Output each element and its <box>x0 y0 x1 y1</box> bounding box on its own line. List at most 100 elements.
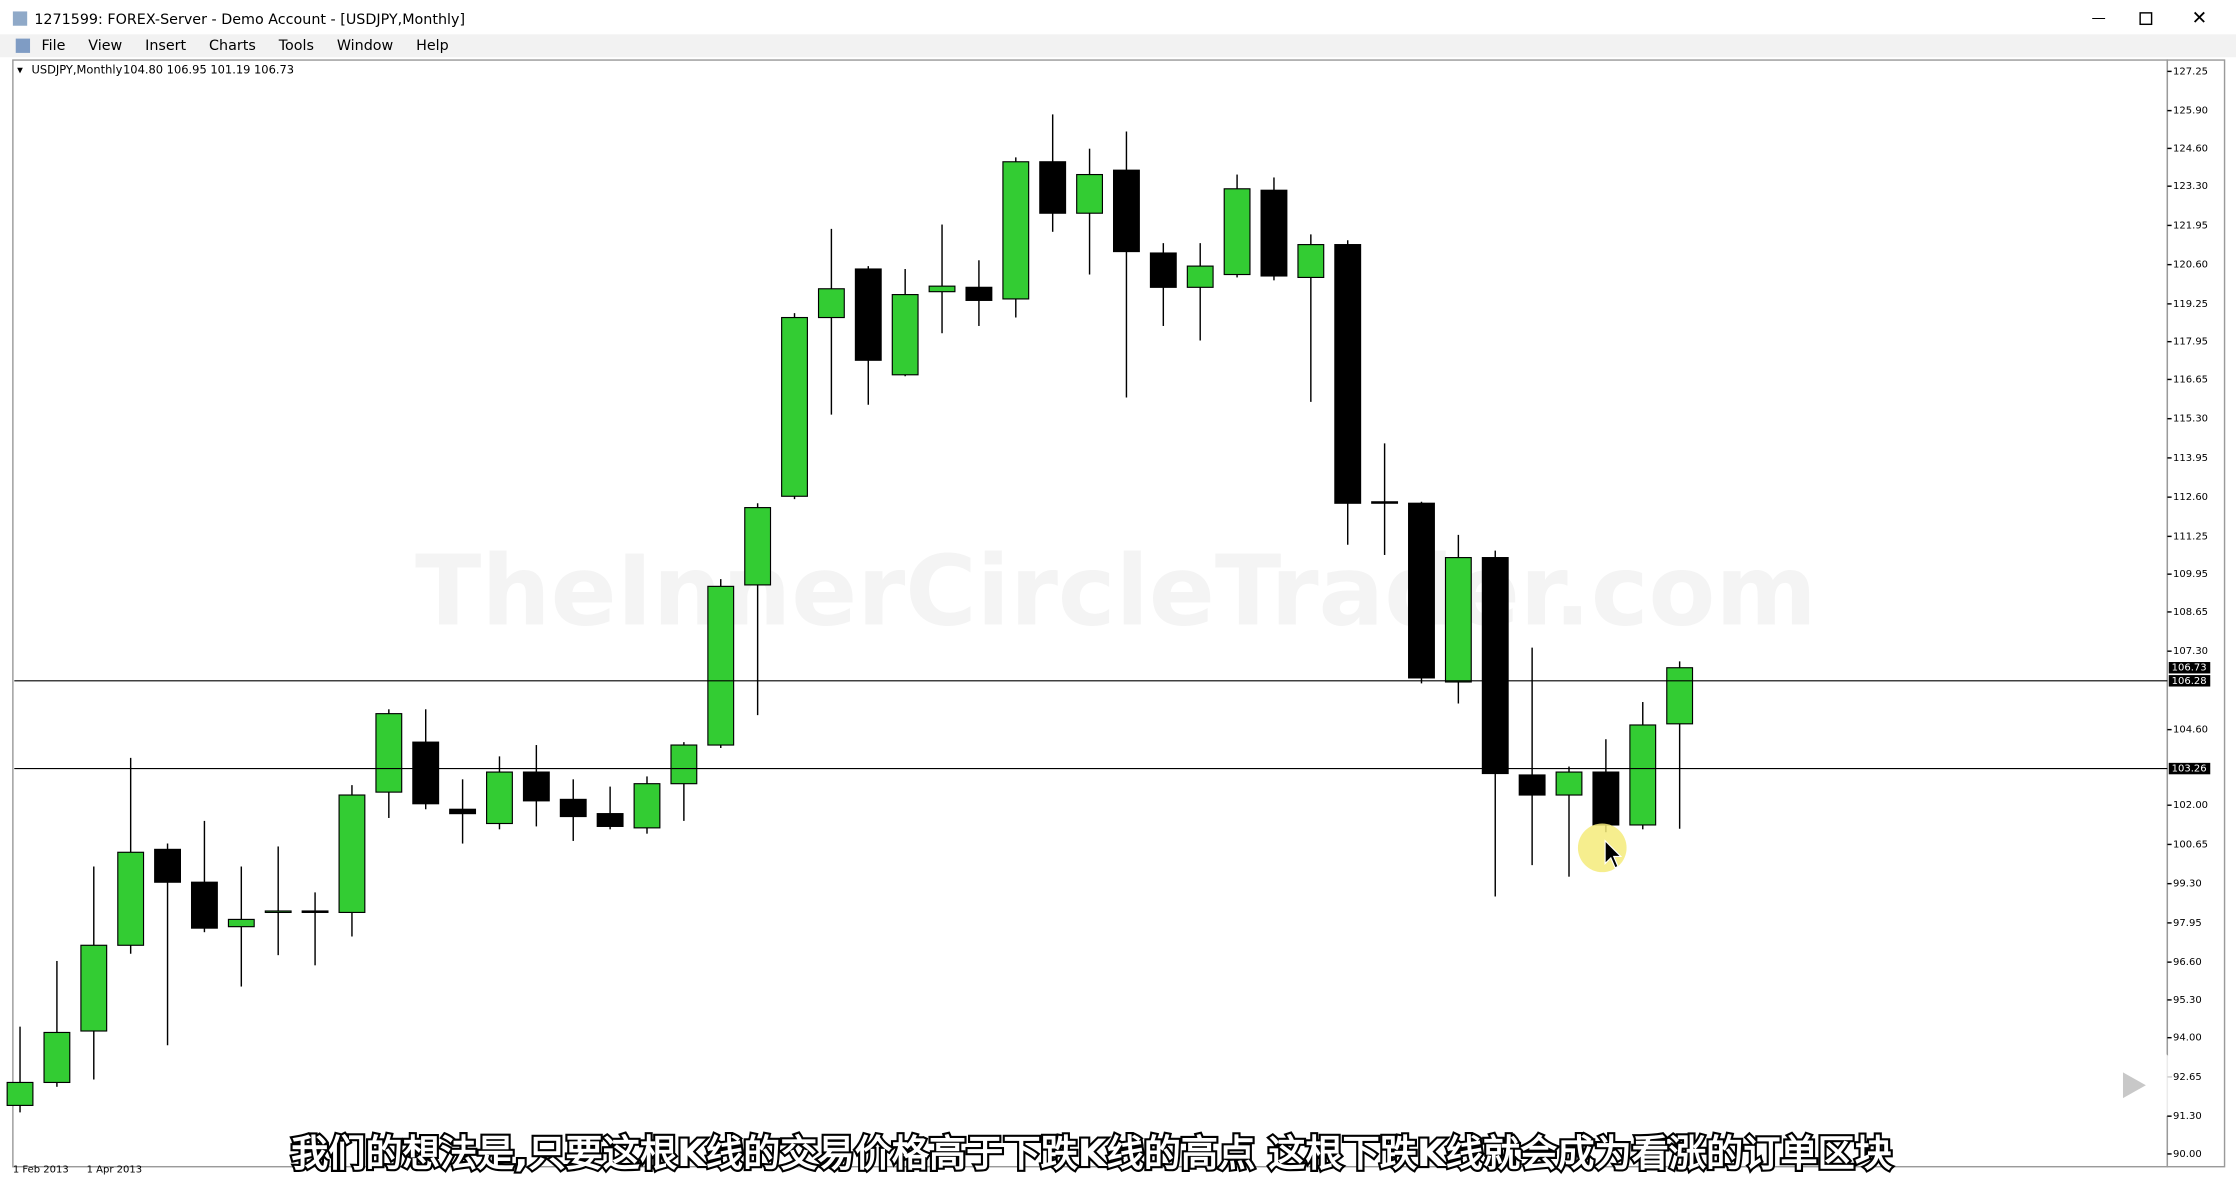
menu-item[interactable]: Insert <box>145 38 186 54</box>
candle-body <box>596 813 624 827</box>
candle-body <box>486 771 513 825</box>
y-tick-label: 121.95 <box>2173 220 2208 231</box>
menu-item[interactable]: Charts <box>209 38 256 54</box>
candle-body <box>1076 173 1104 214</box>
y-tick-label: 96.60 <box>2173 957 2202 968</box>
cursor-highlight <box>1577 823 1627 873</box>
candle-body <box>1444 557 1472 683</box>
price-tag-label: 106.28 <box>2172 676 2207 687</box>
restore-button[interactable] <box>2139 12 2153 26</box>
candle-body <box>670 744 698 785</box>
menu-item[interactable]: Tools <box>278 38 314 54</box>
candle-body <box>1408 502 1435 679</box>
candle-body <box>1149 252 1177 288</box>
candle-body <box>449 808 477 815</box>
y-tick-label: 97.95 <box>2173 918 2202 929</box>
candle-body <box>1518 774 1546 796</box>
candle-body <box>1555 771 1583 796</box>
minimize-button[interactable]: — <box>2092 11 2106 27</box>
close-button[interactable]: ✕ <box>2192 8 2208 29</box>
candle-body <box>928 285 956 293</box>
candle-body <box>1629 724 1657 826</box>
window-title: 1271599: FOREX-Server - Demo Account - [… <box>34 12 465 28</box>
y-tick-label: 90.00 <box>2173 1149 2202 1160</box>
y-tick-label: 113.95 <box>2173 453 2208 464</box>
candle-body <box>891 294 919 376</box>
y-tick-label: 108.65 <box>2173 607 2208 618</box>
y-tick-label: 111.25 <box>2173 531 2208 542</box>
menu-item[interactable]: Window <box>337 38 394 54</box>
candle-body <box>1297 244 1325 279</box>
y-tick-label: 94.00 <box>2173 1033 2202 1044</box>
candle-body <box>117 851 145 946</box>
candle-body <box>1371 501 1399 504</box>
candle-body <box>707 585 735 746</box>
y-tick-label: 120.60 <box>2173 260 2208 271</box>
candle-body <box>43 1031 71 1084</box>
candle-body <box>301 910 329 913</box>
candle-body <box>154 848 181 883</box>
candle-body <box>633 783 661 829</box>
last-price-tag <box>2168 662 2211 674</box>
y-tick-label: 92.65 <box>2173 1072 2202 1083</box>
title-bar <box>0 0 2236 35</box>
y-tick-label: 124.60 <box>2173 143 2208 154</box>
candle-body <box>1260 189 1288 277</box>
candle-body <box>1481 557 1509 775</box>
candle-body <box>1002 161 1030 300</box>
x-tick-label: 1 Feb 2013 <box>13 1165 69 1176</box>
candle-body <box>1592 771 1620 826</box>
app-icon <box>12 11 28 26</box>
candle-body <box>190 881 218 929</box>
mouse-cursor <box>1604 839 1623 869</box>
menu-item[interactable]: File <box>41 38 65 54</box>
candle-body <box>1186 265 1214 288</box>
candle-body <box>1666 667 1694 725</box>
y-tick-label: 123.30 <box>2173 181 2208 192</box>
price-tag <box>2168 675 2211 687</box>
price-tag <box>2168 762 2211 775</box>
candle-body <box>744 507 772 586</box>
candle-body <box>1334 244 1362 504</box>
subtitle: 我们的想法是,只要这根K线的交易价格高于下跌K线的高点 这根下跌K线就会成为看涨… <box>291 1131 1893 1175</box>
candle-body <box>1112 169 1140 253</box>
y-tick-label: 100.65 <box>2173 839 2208 850</box>
candle-body <box>1223 188 1251 276</box>
candle-body <box>80 944 108 1032</box>
candle-body <box>412 741 440 805</box>
y-tick-label: 115.30 <box>2173 414 2208 425</box>
y-tick-label: 91.30 <box>2173 1111 2202 1122</box>
x-tick-label: 1 Apr 2013 <box>87 1165 142 1176</box>
y-tick-label: 119.25 <box>2173 299 2208 310</box>
plot: 127.25 125.90 124.60 123.30 121.95 120.60 119.… <box>6 66 2211 1176</box>
y-tick-label: 127.25 <box>2173 66 2208 77</box>
chart-menu-arrow[interactable]: ▾ <box>17 63 23 77</box>
y-tick-label: 107.30 <box>2173 646 2208 657</box>
symbol-label: USDJPY,Monthly <box>31 63 122 77</box>
y-tick-label: 95.30 <box>2173 995 2202 1006</box>
candle-body <box>338 794 366 914</box>
y-tick-label: 117.95 <box>2173 337 2208 348</box>
menu-icon <box>15 38 31 53</box>
candle-body <box>559 798 587 818</box>
menu-bar <box>0 34 2236 58</box>
y-tick-label: 109.95 <box>2173 569 2208 580</box>
y-tick-label: 99.30 <box>2173 879 2202 890</box>
candle-body <box>1039 161 1067 214</box>
menu-item[interactable]: View <box>88 38 122 54</box>
candle-body <box>781 316 808 497</box>
candle-body <box>965 286 993 301</box>
y-tick-label: 125.90 <box>2173 106 2208 117</box>
watermark: TheInnerCircleTrader.com <box>415 535 1817 648</box>
menu-item[interactable]: Help <box>416 38 449 54</box>
play-icon <box>2122 1072 2146 1099</box>
price-scale <box>2166 59 2226 1168</box>
candle-body <box>227 918 255 928</box>
candle-body <box>522 771 550 802</box>
candle-body <box>375 713 403 793</box>
y-tick-label: 102.00 <box>2173 800 2208 811</box>
price-tag-label: 103.26 <box>2172 764 2207 775</box>
menu-items: File View Insert Charts Tools Window Help <box>41 38 448 54</box>
